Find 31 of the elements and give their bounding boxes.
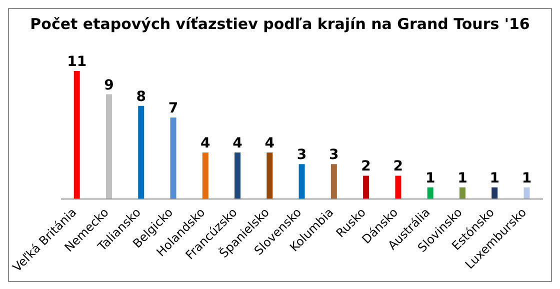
data-label: 4 [232,135,243,152]
data-label: 2 [393,158,404,175]
data-label: 1 [522,170,532,186]
data-label: 9 [104,77,114,94]
data-label: 1 [425,170,436,186]
bar [106,94,112,199]
data-label: 3 [329,147,339,164]
bar [363,176,370,199]
bar [492,187,498,199]
bar [138,106,144,199]
data-label: 1 [458,170,468,186]
data-label: 8 [136,88,146,105]
bar [459,187,466,199]
data-label: 2 [361,158,371,175]
bar [202,152,208,199]
bar [234,152,241,199]
chart-title: Počet etapových víťazstiev podľa krajín na Grand Tours '16 [29,15,531,33]
data-label: 1 [490,170,500,186]
bar [427,187,434,199]
bar [266,152,273,199]
data-label: 4 [200,135,211,152]
bar [524,187,530,199]
bar [298,164,305,199]
data-label: 7 [168,100,178,117]
bar [74,71,80,199]
bar [330,164,337,199]
bar [170,118,176,199]
data-label: 11 [67,54,87,70]
bar [395,176,402,199]
data-label: 3 [296,147,307,164]
data-label: 4 [264,135,275,152]
